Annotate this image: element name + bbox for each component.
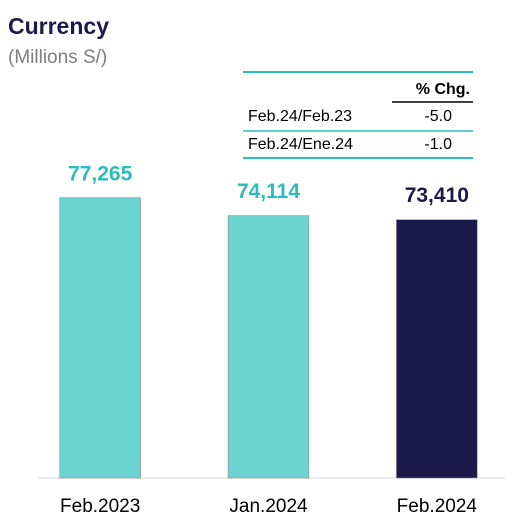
table-row-label: Feb.24/Feb.23 [248,108,352,125]
value-label: 74,114 [237,180,300,203]
x-tick-label: Feb.2024 [397,496,478,517]
change-table: % Chg. [243,71,473,159]
value-label: 77,265 [68,162,133,185]
bar [227,215,310,479]
value-label: 73,410 [405,184,469,207]
table-header: % Chg. [416,81,470,98]
table-row-value: -5.0 [424,108,452,125]
bar [59,197,141,479]
chart-title: Currency [8,13,109,39]
x-tick-label: Jan.2024 [229,496,308,517]
chart-subtitle: (Millions S/) [8,47,107,68]
table-row-label: Feb.24/Ene.24 [248,136,353,153]
x-tick-label: Feb.2023 [60,496,140,517]
bar [396,219,478,479]
table-row-value: -1.0 [424,136,452,153]
